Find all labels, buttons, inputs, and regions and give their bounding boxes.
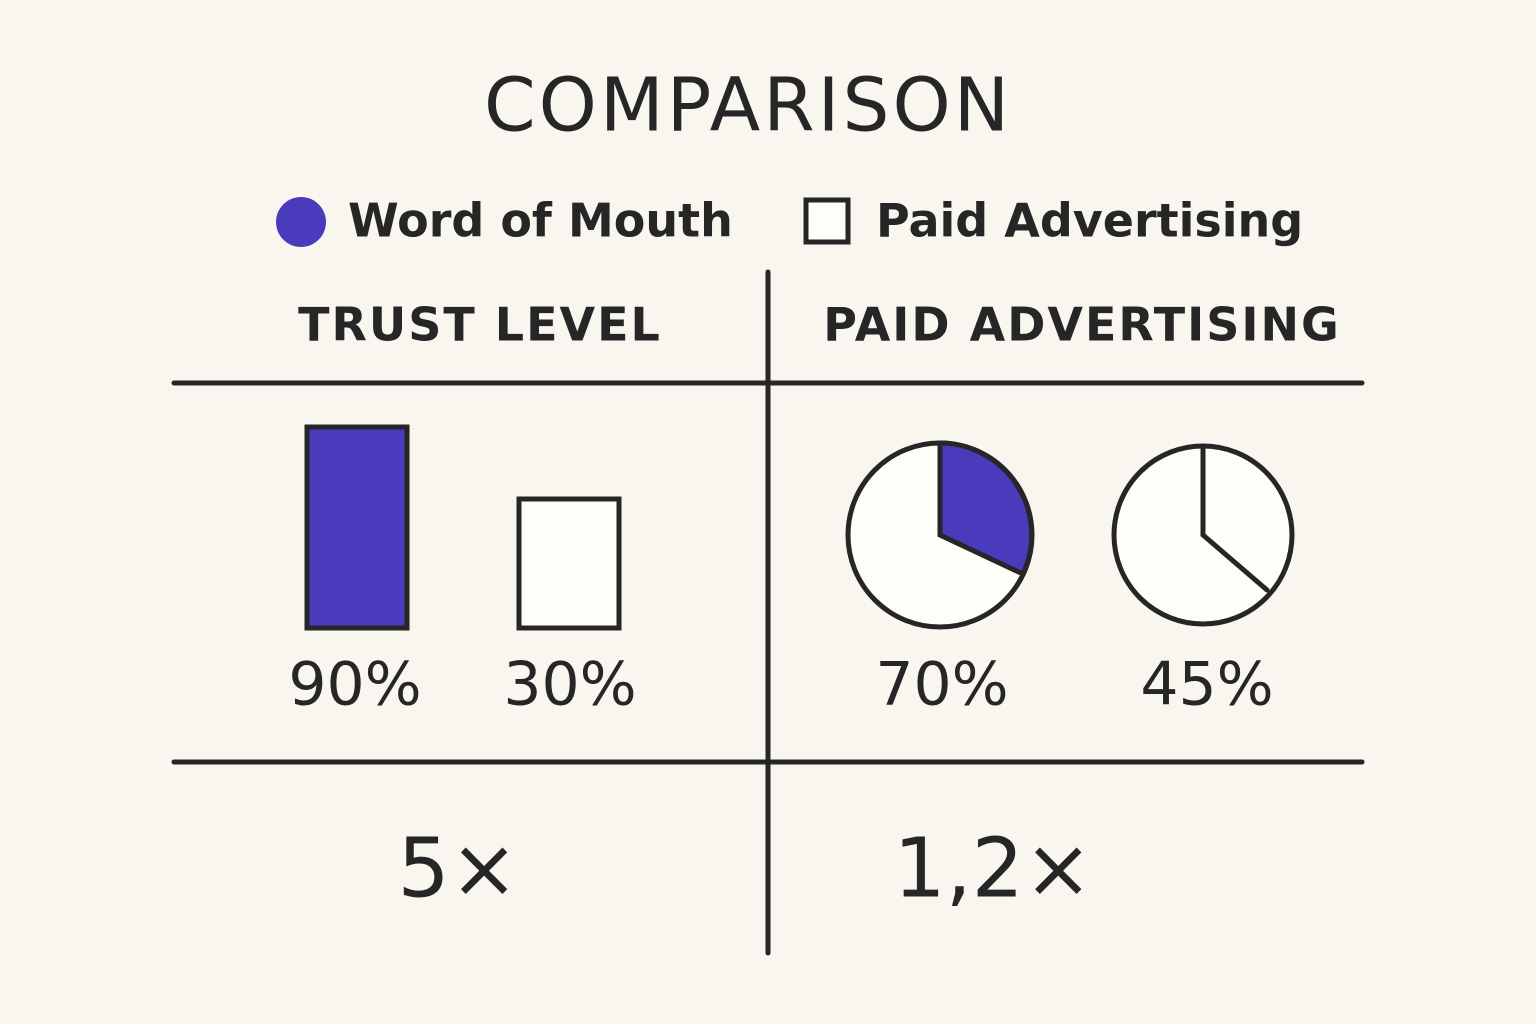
title: COMPARISON bbox=[484, 63, 1012, 149]
item-label: 70% bbox=[875, 650, 1008, 720]
item-label: 30% bbox=[503, 650, 636, 720]
item-label: 45% bbox=[1140, 650, 1273, 720]
panel-heading: PAID ADVERTISING bbox=[823, 298, 1341, 352]
item-label: 90% bbox=[288, 650, 421, 720]
legend-label: Paid Advertising bbox=[876, 194, 1303, 248]
panel-heading: TRUST LEVEL bbox=[298, 298, 662, 352]
bar-icon bbox=[304, 424, 410, 631]
panel-footer: 1,2× bbox=[893, 821, 1092, 916]
legend-label: Word of Mouth bbox=[348, 194, 733, 248]
bar-icon bbox=[516, 496, 622, 631]
legend-swatch bbox=[803, 197, 851, 245]
pie-slice bbox=[1200, 443, 1270, 593]
legend-swatch bbox=[276, 197, 326, 247]
panel-footer: 5× bbox=[398, 821, 519, 916]
pie-slice bbox=[937, 440, 1035, 578]
